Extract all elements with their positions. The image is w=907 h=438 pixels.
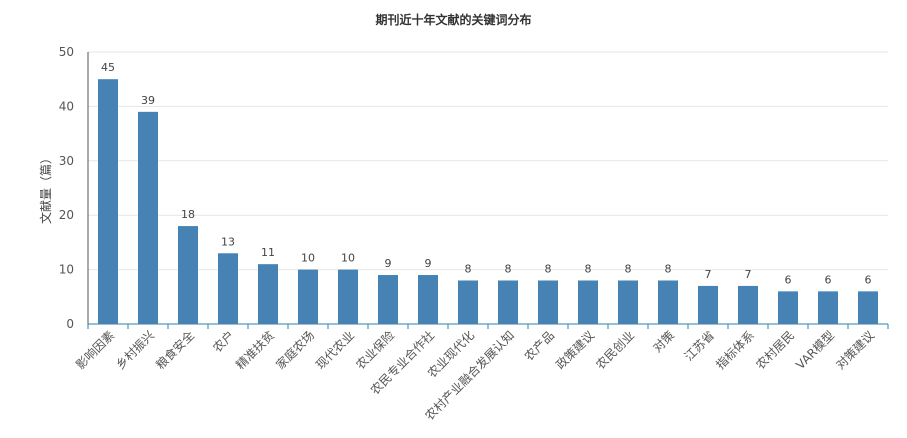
chart-title: 期刊近十年文献的关键词分布 <box>375 13 532 27</box>
bar-value-label: 8 <box>625 262 632 275</box>
bar-value-label: 18 <box>181 208 195 221</box>
x-category-label: 对策建议 <box>833 328 877 372</box>
x-category-label: 影响因素 <box>73 328 118 373</box>
gridlines <box>88 51 888 271</box>
x-category-label: 家庭农场 <box>273 328 318 373</box>
bar-value-label: 8 <box>505 262 512 275</box>
bar[interactable] <box>538 280 558 324</box>
x-category-label: 精准扶贫 <box>233 328 278 373</box>
bar-value-label: 8 <box>545 262 552 275</box>
x-category-label: 粮食安全 <box>153 328 198 373</box>
bar[interactable] <box>218 253 238 324</box>
bar-value-label: 9 <box>385 257 392 270</box>
y-axis-title: 文献量（篇） <box>38 152 53 224</box>
bar[interactable] <box>498 280 518 324</box>
bar[interactable] <box>778 291 798 324</box>
x-category-label: 农户 <box>210 328 238 356</box>
x-category-label: 对策 <box>650 328 677 355</box>
bar-value-label: 9 <box>425 257 432 270</box>
bar[interactable] <box>618 280 638 324</box>
x-category-label: VAR模型 <box>793 328 837 372</box>
y-tick-label: 30 <box>59 154 74 168</box>
bars <box>98 79 878 324</box>
bar-value-label: 10 <box>341 252 355 265</box>
y-tick-label: 20 <box>59 208 74 222</box>
x-category-label: 农村居民 <box>753 328 797 372</box>
x-category-label: 指标体系 <box>713 328 758 373</box>
bar[interactable] <box>258 264 278 324</box>
bar-value-label: 7 <box>705 268 712 281</box>
x-category-label: 江苏省 <box>682 328 717 363</box>
bar[interactable] <box>658 280 678 324</box>
bar[interactable] <box>178 226 198 324</box>
bar-value-label: 8 <box>665 262 672 275</box>
bar-value-label: 45 <box>101 61 115 74</box>
bar[interactable] <box>98 79 118 324</box>
bar[interactable] <box>818 291 838 324</box>
bar-value-label: 11 <box>261 246 275 259</box>
bar-value-label: 6 <box>825 273 832 286</box>
data-labels: 45 39 18 13 11 10 10 9 9 8 8 8 8 8 8 7 7 6 6 6 <box>101 61 872 286</box>
y-tick-label: 40 <box>59 99 74 113</box>
bar[interactable] <box>418 275 438 324</box>
x-category-label: 现代农业 <box>313 328 357 372</box>
y-tick-label: 0 <box>66 317 74 331</box>
bar-value-label: 13 <box>221 235 235 248</box>
bar-value-label: 8 <box>465 262 472 275</box>
bar[interactable] <box>338 269 358 324</box>
bar[interactable] <box>858 291 878 324</box>
bar[interactable] <box>458 280 478 324</box>
x-category-label: 农民创业 <box>593 328 637 372</box>
bar-value-label: 6 <box>785 273 792 286</box>
bar-value-label: 7 <box>745 268 752 281</box>
bar[interactable] <box>578 280 598 324</box>
bar-value-label: 10 <box>301 252 315 265</box>
bar[interactable] <box>738 285 758 324</box>
bar[interactable] <box>698 285 718 324</box>
bar-value-label: 6 <box>865 273 872 286</box>
bar[interactable] <box>138 111 158 324</box>
x-category-label: 农产品 <box>522 328 557 363</box>
x-category-label: 政策建议 <box>553 328 597 372</box>
bar[interactable] <box>378 275 398 324</box>
x-category-label: 乡村振兴 <box>113 328 157 372</box>
y-tick-label: 10 <box>59 263 74 277</box>
y-tick-label: 50 <box>59 45 74 59</box>
bar-value-label: 8 <box>585 262 592 275</box>
bar-value-label: 39 <box>141 94 155 107</box>
bar[interactable] <box>298 269 318 324</box>
